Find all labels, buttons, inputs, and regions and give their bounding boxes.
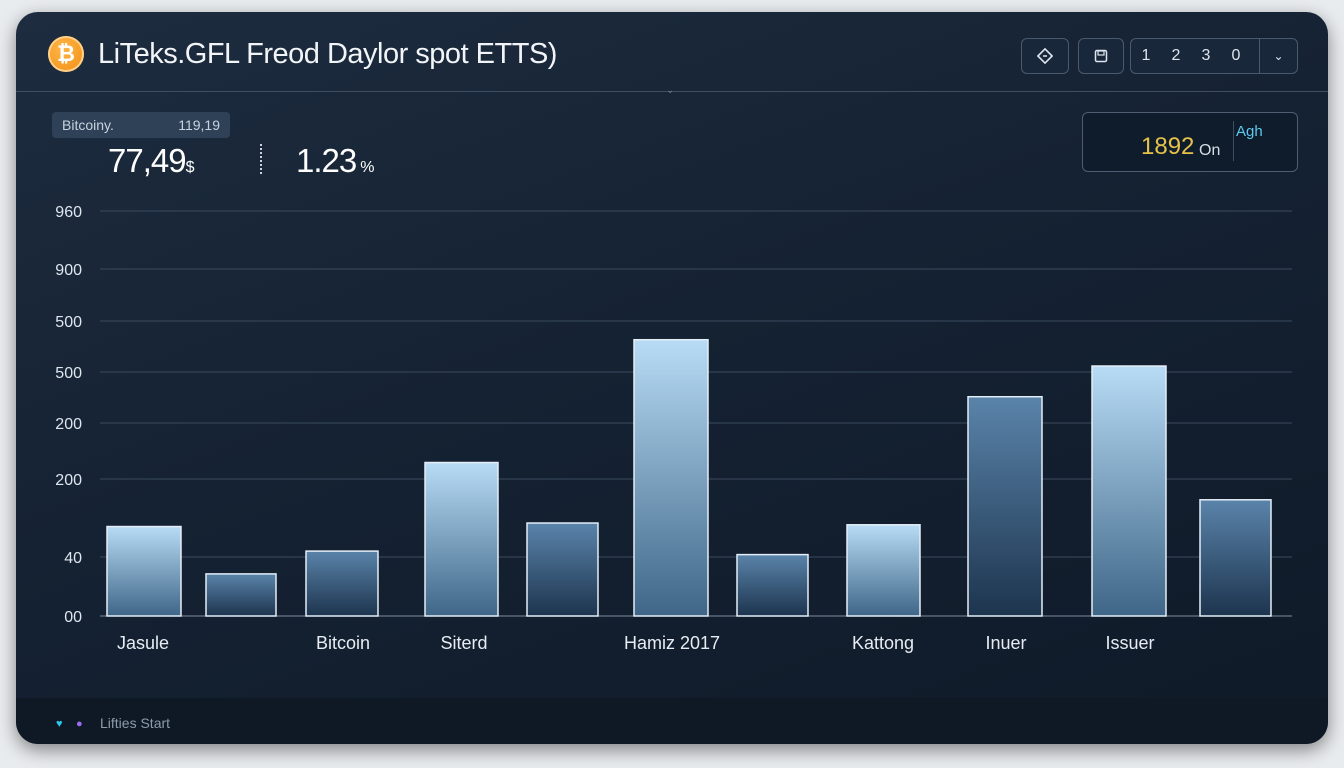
footer-label: Lifties Start [100, 715, 171, 731]
stat-unit: On [1199, 142, 1221, 159]
bar [305, 550, 379, 617]
percent-number: 1.23 [296, 142, 357, 179]
page-4[interactable]: 0 [1231, 47, 1241, 64]
page-1[interactable]: 1 [1141, 47, 1151, 64]
x-tick-label: Inuer [985, 633, 1026, 653]
y-tick-label: 960 [55, 204, 82, 221]
x-tick-label: Kattong [852, 633, 914, 653]
chevron-down-icon[interactable]: ⌄ [1273, 49, 1284, 63]
bar [106, 525, 182, 617]
price-number: 77,49 [108, 142, 187, 179]
dot-icon: ● [76, 718, 83, 730]
page-3[interactable]: 3 [1201, 47, 1211, 64]
stat-divider [1233, 121, 1234, 161]
metric-label: Bitcoiny. [62, 117, 114, 133]
bar [1199, 499, 1272, 617]
bitcoin-icon: ₿ [48, 36, 84, 72]
metric-pill: Bitcoiny. 119,19 [52, 112, 230, 138]
bar [205, 573, 277, 617]
metric-separator [260, 144, 262, 174]
y-tick-label: 40 [64, 550, 82, 567]
bar [1091, 365, 1167, 617]
diamond-button[interactable] [1021, 38, 1069, 74]
bar [633, 338, 709, 617]
bar [736, 553, 809, 617]
y-tick-label: 900 [55, 262, 82, 279]
bar [424, 461, 499, 617]
page-2[interactable]: 2 [1171, 47, 1181, 64]
diamond-icon [1037, 48, 1053, 64]
bar-chart: 960 900 500 500 200 200 40 00 Jasule Bitcoin Siter… [55, 204, 1292, 653]
y-tick-label: 00 [64, 609, 82, 626]
header-divider [16, 91, 1328, 92]
footer-bar: ♥ ● Lifties Start [16, 698, 1328, 744]
divider-notch-icon: ⌄ [666, 85, 675, 96]
y-tick-label: 500 [55, 365, 82, 382]
y-tick-label: 200 [55, 416, 82, 433]
title-row: ₿ LiTeks.GFL Freod Daylor spot ETTS) [48, 34, 557, 74]
heart-icon: ♥ [56, 718, 63, 730]
dashboard-window: ₿ LiTeks.GFL Freod Daylor spot ETTS) 1 2… [16, 12, 1328, 744]
bar [967, 395, 1043, 617]
y-tick-label: 500 [55, 314, 82, 331]
page-selector: 1 2 3 0 ⌄ [1130, 38, 1298, 74]
metric-small-value: 119,19 [178, 117, 220, 133]
stat-tag[interactable]: Agh [1236, 123, 1263, 140]
x-tick-label: Siterd [440, 633, 487, 653]
x-tick-label: Jasule [117, 633, 169, 653]
percent-change: 1.23% [296, 142, 374, 180]
app-title: LiTeks.GFL Freod Daylor spot ETTS) [98, 37, 557, 70]
stat-value: 1892 [1141, 133, 1195, 160]
price-unit: $ [185, 159, 195, 176]
x-tick-label: Issuer [1105, 633, 1154, 653]
stat-box: 1892 On Agh [1082, 112, 1298, 172]
save-icon [1094, 49, 1108, 63]
x-tick-label: Bitcoin [316, 633, 370, 653]
percent-unit: % [360, 159, 374, 176]
y-tick-label: 200 [55, 472, 82, 489]
x-tick-label: Hamiz 2017 [624, 633, 720, 653]
save-button[interactable] [1078, 38, 1124, 74]
separator [1259, 39, 1260, 73]
bar [846, 524, 921, 617]
bar [526, 522, 599, 617]
price-value: 77,49$ [108, 142, 194, 180]
